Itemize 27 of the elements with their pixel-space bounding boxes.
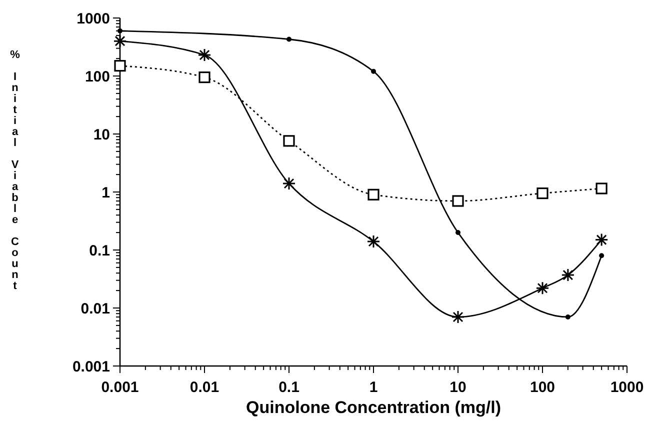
x-axis-title: Quinolone Concentration (mg/l) [246,398,501,417]
y-tick-label: 0.001 [72,358,110,376]
point [536,281,550,295]
text: % Initial Viable Count [10,49,20,292]
point [282,176,296,190]
point [536,187,548,200]
y-tick-label: 0.01 [80,300,110,318]
x-tick-label: 1000 [610,379,644,396]
point [368,188,380,200]
y-tick-label: 10 [93,126,110,144]
point [114,60,126,72]
point [451,310,465,324]
y-tick-label: 1 [102,184,110,202]
point [198,71,210,84]
x-tick-label: 100 [530,379,556,396]
y-tick-label: 1000 [76,10,110,28]
y-tick-label: 0.1 [89,242,110,260]
point [452,195,464,207]
point [366,234,380,248]
point [198,48,212,62]
y-tick-label: 100 [84,68,110,86]
x-tick-label: 1 [369,379,378,396]
x-tick-label: 0.01 [190,379,220,396]
point [113,34,127,48]
point [283,135,295,147]
x-tick-label: 0.1 [278,379,300,396]
x-tick-label: 10 [450,379,466,396]
